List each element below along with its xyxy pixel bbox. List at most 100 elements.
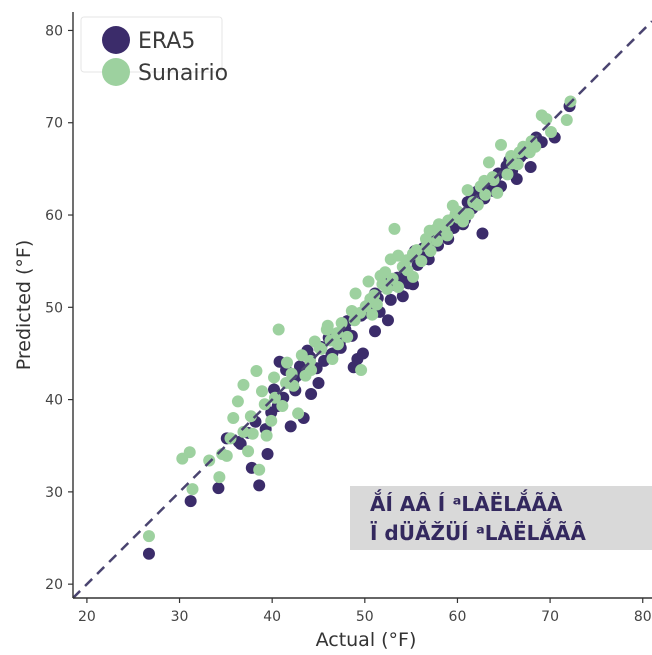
- legend-label-sunairio: Sunairio: [138, 61, 228, 86]
- data-point-era5: [369, 325, 382, 338]
- data-point-sunairio: [355, 364, 368, 377]
- data-point-era5: [381, 314, 394, 327]
- data-point-sunairio: [415, 255, 428, 268]
- x-axis-title: Actual (°F): [316, 629, 417, 651]
- data-point-sunairio: [364, 293, 377, 306]
- x-tick-label: 50: [356, 609, 374, 625]
- data-point-sunairio: [545, 125, 558, 138]
- data-point-era5: [524, 161, 537, 174]
- data-point-sunairio: [250, 364, 263, 377]
- data-point-sunairio: [186, 483, 199, 496]
- data-point-sunairio: [560, 113, 573, 126]
- data-point-sunairio: [255, 385, 268, 398]
- data-point-sunairio: [142, 530, 155, 543]
- legend: ERA5 Sunairio: [80, 16, 228, 86]
- data-point-sunairio: [227, 412, 240, 425]
- data-point-era5: [284, 420, 297, 433]
- data-point-sunairio: [379, 266, 392, 279]
- x-tick-label: 60: [449, 609, 467, 625]
- data-point-era5: [384, 293, 397, 306]
- data-point-sunairio: [272, 323, 285, 336]
- data-point-sunairio: [540, 113, 553, 126]
- data-point-sunairio: [341, 330, 354, 343]
- y-axis-title: Predicted (°F): [13, 240, 35, 371]
- data-point-era5: [265, 406, 278, 419]
- data-point-sunairio: [305, 364, 318, 377]
- data-point-era5: [212, 482, 225, 495]
- ticks-layer: 20 30 40 50 60 70 80 20 30 40 50 60 70 80: [45, 23, 651, 625]
- data-point-sunairio: [362, 275, 375, 288]
- y-tick-label: 70: [45, 116, 63, 132]
- data-point-era5: [312, 376, 325, 389]
- data-point-sunairio: [471, 198, 484, 211]
- x-tick-label: 30: [171, 609, 189, 625]
- data-point-sunairio: [213, 471, 226, 484]
- data-point-sunairio: [183, 446, 196, 459]
- data-point-era5: [253, 479, 266, 492]
- data-point-sunairio: [335, 316, 348, 329]
- data-point-sunairio: [511, 158, 524, 171]
- data-point-sunairio: [260, 429, 273, 442]
- x-tick-label: 40: [263, 609, 281, 625]
- y-tick-label: 60: [45, 208, 63, 224]
- data-point-sunairio: [392, 249, 405, 262]
- data-point-sunairio: [321, 319, 334, 332]
- reference-diagonal-line: [72, 20, 652, 599]
- legend-marker-era5: [102, 26, 130, 54]
- data-point-sunairio: [479, 188, 492, 201]
- data-point-sunairio: [494, 138, 507, 151]
- data-point-sunairio: [462, 208, 475, 221]
- data-point-sunairio: [501, 168, 514, 181]
- data-point-era5: [305, 388, 318, 401]
- y-tick-label: 40: [45, 393, 63, 409]
- data-point-sunairio: [244, 410, 257, 423]
- y-tick-label: 50: [45, 300, 63, 316]
- data-point-sunairio: [388, 222, 401, 235]
- data-point-era5: [510, 173, 523, 186]
- data-point-sunairio: [280, 376, 293, 389]
- data-point-sunairio: [246, 427, 259, 440]
- legend-marker-sunairio: [102, 58, 130, 86]
- data-point-sunairio: [268, 371, 281, 384]
- data-point-era5: [142, 547, 155, 560]
- data-point-sunairio: [349, 287, 362, 300]
- data-point-sunairio: [237, 425, 250, 438]
- data-point-sunairio: [292, 407, 305, 420]
- data-point-era5: [396, 290, 409, 303]
- annotation-line-1: ẮÍ AÂ Í ᵃLÀËLẮÃÀ: [370, 490, 563, 516]
- data-point-sunairio: [285, 367, 298, 380]
- data-point-sunairio: [313, 341, 326, 354]
- data-point-sunairio: [491, 186, 504, 199]
- data-point-sunairio: [326, 352, 339, 365]
- data-point-sunairio: [505, 149, 518, 162]
- annotation-background: [350, 486, 652, 550]
- data-point-sunairio: [253, 463, 266, 476]
- data-point-sunairio: [265, 414, 278, 427]
- data-point-sunairio: [423, 224, 436, 237]
- data-point-era5: [184, 495, 197, 508]
- y-tick-label: 80: [45, 23, 63, 39]
- data-point-era5: [476, 227, 489, 240]
- data-point-sunairio: [461, 184, 474, 197]
- data-point-sunairio: [449, 208, 462, 221]
- data-point-sunairio: [231, 395, 244, 408]
- data-point-sunairio: [276, 400, 289, 413]
- data-point-sunairio: [280, 356, 293, 369]
- x-tick-label: 70: [541, 609, 559, 625]
- data-point-sunairio: [376, 278, 389, 291]
- x-tick-label: 20: [78, 609, 96, 625]
- data-point-sunairio: [331, 327, 344, 340]
- data-point-era5: [356, 347, 369, 360]
- data-point-sunairio: [406, 270, 419, 283]
- data-point-sunairio: [366, 308, 379, 321]
- data-point-era5: [261, 448, 274, 461]
- data-point-sunairio: [441, 229, 454, 242]
- data-point-sunairio: [482, 156, 495, 169]
- data-point-sunairio: [224, 432, 237, 445]
- legend-label-era5: ERA5: [138, 29, 195, 54]
- y-tick-label: 30: [45, 485, 63, 501]
- data-point-sunairio: [431, 234, 444, 247]
- data-point-sunairio: [258, 398, 271, 411]
- data-point-sunairio: [203, 454, 216, 467]
